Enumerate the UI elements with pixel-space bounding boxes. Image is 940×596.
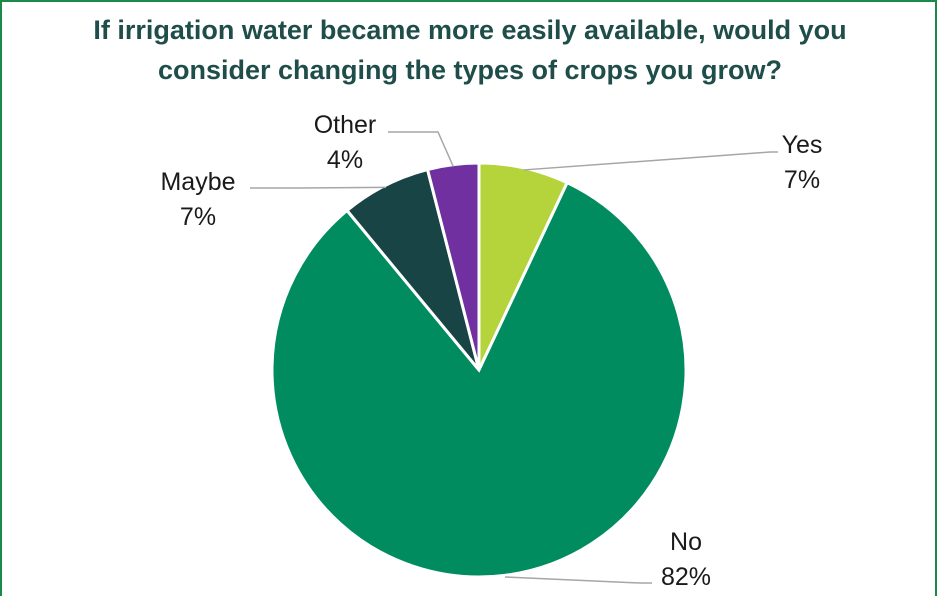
data-label-maybe-name: Maybe <box>160 168 235 196</box>
data-label-no-value: 82% <box>661 563 711 591</box>
pie-slice-no <box>270 180 688 579</box>
pie-slices <box>270 161 688 579</box>
chart-title-line2: consider changing the types of crops you… <box>157 55 783 85</box>
data-label-yes-name: Yes <box>782 131 823 159</box>
leader-line-no <box>504 576 652 584</box>
data-label-maybe-value: 7% <box>180 203 216 231</box>
data-label-other-value: 4% <box>327 146 363 174</box>
data-labels: Yes 7% No 82% Maybe 7% Other 4% <box>160 111 822 591</box>
chart-title: If irrigation water became more easily a… <box>0 10 940 90</box>
data-label-no-name: No <box>670 528 702 556</box>
leader-line-yes <box>523 151 778 171</box>
data-label-other-name: Other <box>314 111 377 139</box>
data-label-yes-value: 7% <box>784 166 820 194</box>
leader-line-other <box>388 131 454 167</box>
leader-line-maybe <box>250 186 386 189</box>
chart-title-line1: If irrigation water became more easily a… <box>93 15 847 45</box>
leader-lines <box>250 131 778 584</box>
